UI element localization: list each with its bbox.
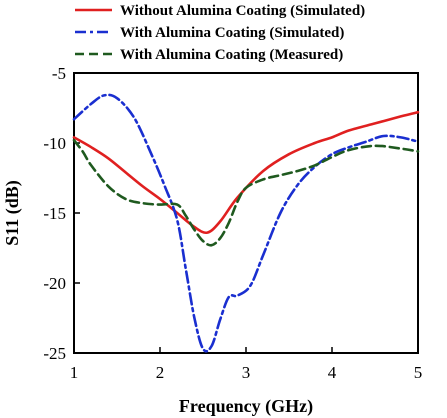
x-tick-label: 1: [70, 363, 79, 382]
y-axis-title: S11 (dB): [2, 180, 23, 246]
legend: Without Alumina Coating (Simulated) With…: [75, 3, 365, 63]
series-line-with-coating-measured: [72, 138, 420, 247]
x-tick-label: 5: [414, 363, 423, 382]
series-line-without-coating-simulated: [72, 110, 420, 235]
y-tick-label: -25: [43, 344, 66, 363]
y-tick-label: -10: [43, 134, 66, 153]
legend-label-with-coating-simulated: With Alumina Coating (Simulated): [120, 25, 344, 41]
axis-ticks: 1 2 3 4 5 -5 -10 -15 -20 -25: [43, 64, 422, 382]
y-tick-label: -15: [43, 204, 66, 223]
plot-frame: [73, 72, 419, 354]
y-tick-label: -20: [43, 274, 66, 293]
series-lines: [72, 93, 420, 353]
series-line-with-coating-simulated: [72, 93, 420, 353]
y-tick-label: -5: [52, 64, 66, 83]
legend-label-with-coating-measured: With Alumina Coating (Measured): [120, 47, 343, 63]
x-tick-label: 4: [328, 363, 337, 382]
x-tick-label: 3: [242, 363, 251, 382]
x-axis-title: Frequency (GHz): [179, 396, 313, 417]
x-tick-label: 2: [156, 363, 165, 382]
legend-label-without-coating-simulated: Without Alumina Coating (Simulated): [120, 3, 365, 19]
